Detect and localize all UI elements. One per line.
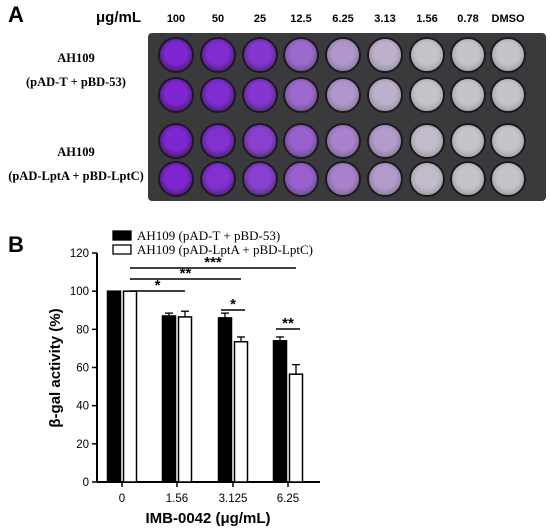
significance-stars: * [230,296,236,313]
concentration-label-8: DMSO [491,13,525,25]
y-tick-label: 40 [76,401,89,413]
y-tick-label: 60 [76,363,89,375]
well [283,161,319,197]
concentration-label-4: 6.25 [332,13,354,25]
y-tick-label: 0 [83,477,89,489]
bar-control-0 [106,290,122,483]
concentration-label-5: 3.13 [374,13,396,25]
well [325,77,361,113]
strain-2-plasmids: (pAD-LptA + pBD-LptC) [8,169,144,183]
x-axis-label: IMB-0042 (μg/mL) [145,510,270,527]
bar-lpt-3 [288,373,304,483]
well [158,161,194,197]
legend-swatch-1 [112,244,132,255]
well [367,77,403,113]
bar-lpt-1 [177,316,193,483]
bar-control-2 [217,317,233,483]
well [200,37,236,73]
well [283,37,319,73]
well [409,37,445,73]
well [450,77,486,113]
strain-2-label: AH109 (pAD-LptA + pBD-LptC) [2,142,150,186]
well [450,123,486,159]
well [490,77,526,113]
x-tick-label: 3.125 [219,493,248,505]
concentration-label-1: 50 [211,13,225,25]
concentration-label-2: 25 [253,13,267,25]
well [158,77,194,113]
strain-1-plasmids: (pAD-T + pBD-53) [26,75,126,89]
well [367,161,403,197]
y-axis-label: β-gal activity (%) [47,308,64,427]
well [158,37,194,73]
y-tick-label: 100 [70,286,89,298]
well [367,123,403,159]
panel-a-letter: A [8,2,24,27]
strain-1-label: AH109 (pAD-T + pBD-53) [2,48,150,92]
legend-swatch-0 [112,230,132,241]
well [200,123,236,159]
x-tick-label: 1.56 [166,493,188,505]
well [490,37,526,73]
well [409,161,445,197]
concentration-label-3: 12.5 [290,13,312,25]
well [200,77,236,113]
well [325,161,361,197]
concentration-label-6: 1.56 [416,13,438,25]
well [325,123,361,159]
well [490,123,526,159]
well [367,37,403,73]
well [242,37,278,73]
y-tick-label: 20 [76,439,89,451]
significance-stars: ** [282,315,294,332]
well [409,123,445,159]
strain-2-name: AH109 [57,145,95,159]
well [158,123,194,159]
well [450,37,486,73]
legend-label-1: AH109 (pAD-LptA + pBD-LptC) [137,242,313,257]
strain-1-name: AH109 [57,51,95,65]
concentration-label-0: 100 [166,13,186,25]
bar-lpt-2 [233,340,249,483]
x-tick-label: 0 [119,493,125,505]
significance-stars: *** [204,254,222,271]
significance-stars: * [155,277,161,294]
bar-control-1 [161,315,177,483]
well [200,161,236,197]
well [409,77,445,113]
well [490,161,526,197]
bar-control-3 [272,340,288,483]
panel-b-letter: B [8,232,24,257]
y-tick-label: 120 [70,248,89,260]
well-plate-photo [148,33,546,201]
y-tick-label: 80 [76,324,89,336]
significance-stars: ** [180,265,192,282]
well [283,77,319,113]
well [450,161,486,197]
well [242,77,278,113]
legend-label-0: AH109 (pAD-T + pBD-53) [137,228,280,243]
concentration-label-7: 0.78 [457,13,479,25]
x-tick-label: 6.25 [277,493,299,505]
well [283,123,319,159]
well [325,37,361,73]
well [242,123,278,159]
well [242,161,278,197]
bar-lpt-0 [122,290,138,483]
concentration-unit-label: μg/mL [96,9,142,26]
